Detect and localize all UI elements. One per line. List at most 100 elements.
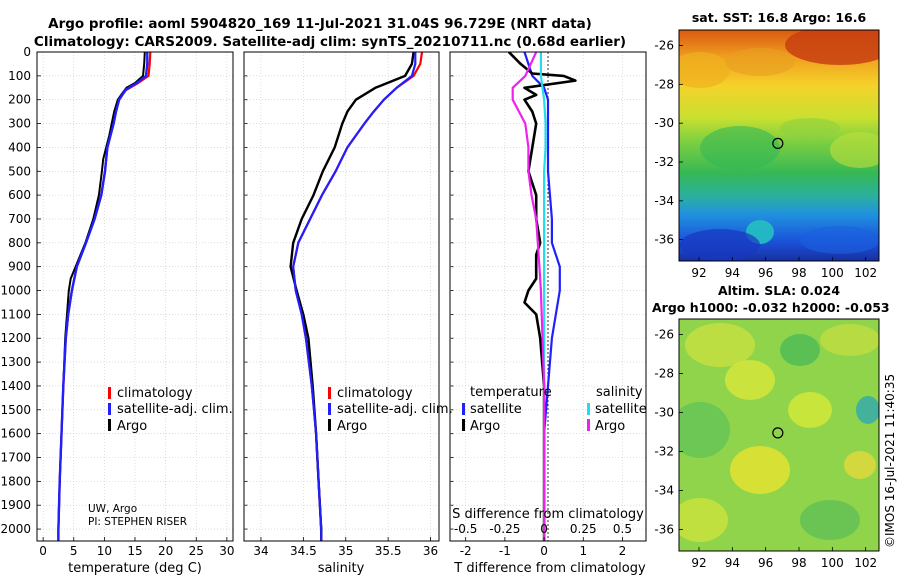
argo-location-marker: [772, 137, 784, 149]
map-x-tick-label: 98: [791, 556, 806, 570]
x-tick-label: -1: [499, 544, 511, 558]
s-diff-tick-label: -0.25: [489, 522, 520, 536]
salinity-xlabel: salinity: [318, 561, 365, 576]
series-line-climatology: [292, 52, 424, 541]
sla-map-ticks: 92 94 96 98 100 102 -26 -28 -30 -32 -34 -36: [654, 328, 877, 570]
x-tick-label: 20: [158, 544, 173, 558]
legend-label-argo: Argo: [337, 419, 367, 434]
map-x-tick-label: 100: [821, 556, 844, 570]
difference-lines: [507, 52, 577, 541]
series-line-temperature-satellite: [523, 52, 561, 541]
sst-field: [679, 30, 879, 261]
map-x-tick-label: 96: [758, 556, 773, 570]
difference-legend: temperature satellite Argo salinity sate…: [462, 385, 647, 434]
map-y-tick-label: -26: [654, 328, 674, 342]
x-tick-label: 15: [127, 544, 142, 558]
x-tick-label: 5: [70, 544, 78, 558]
series-line-satellite-adj-clim-: [57, 52, 149, 541]
sst-map-frame: [678, 29, 880, 262]
sst-map-title: sat. SST: 16.8 Argo: 16.6: [692, 10, 867, 25]
x-tick-label: 0: [39, 544, 47, 558]
map-y-tick-label: -32: [654, 445, 674, 459]
salinity-lines: [289, 52, 424, 541]
map-y-tick-label: -32: [654, 155, 674, 169]
depth-tick-label: 600: [8, 188, 31, 202]
salinity-legend: climatology satellite-adj. clim. Argo: [328, 386, 453, 434]
map-x-tick-label: 96: [758, 266, 773, 280]
x-tick-label: 0: [540, 544, 548, 558]
s-diff-tick-label: 0.5: [613, 522, 632, 536]
credit-line-2: PI: STEPHEN RISER: [88, 516, 187, 528]
depth-tick-label: 1400: [0, 379, 31, 393]
depth-tick-label: 900: [8, 260, 31, 274]
credit-line-1: UW, Argo: [88, 503, 137, 515]
series-line-satellite-adj-clim-: [292, 52, 417, 541]
depth-tick-label: 700: [8, 212, 31, 226]
depth-tick-label: 1900: [0, 498, 31, 512]
legend-s-satellite: satellite: [595, 402, 647, 417]
depth-tick-label: 1100: [0, 307, 31, 321]
legend-title-salinity: salinity: [596, 385, 643, 400]
temperature-xlabel: temperature (deg C): [68, 561, 202, 576]
map-x-tick-label: 98: [791, 266, 806, 280]
map-x-tick-label: 102: [854, 266, 877, 280]
map-x-tick-label: 92: [691, 556, 706, 570]
temperature-panel: 0100200300400500600700800900100011001200…: [0, 45, 454, 576]
s-diff-tick-label: -0.5: [454, 522, 477, 536]
argo-location-marker: [772, 427, 784, 439]
legend-t-argo: Argo: [470, 419, 500, 434]
s-diff-tick-label: 0: [540, 522, 548, 536]
depth-tick-label: 2000: [0, 522, 31, 536]
map-y-tick-label: -34: [654, 194, 674, 208]
depth-tick-label: 800: [8, 236, 31, 250]
depth-tick-label: 200: [8, 93, 31, 107]
s-diff-tick-label: 0.25: [570, 522, 597, 536]
depth-tick-label: 1200: [0, 331, 31, 345]
depth-tick-label: 1600: [0, 427, 31, 441]
x-tick-label: 1: [579, 544, 587, 558]
depth-tick-labels: 0 100 200 300 400 500 600 700 800 900 1000 1100 1200…: [0, 45, 454, 536]
x-tick-label: 36: [423, 544, 438, 558]
title-line-1: Argo profile: aoml 5904820_169 11-Jul-20…: [48, 16, 592, 32]
x-tick-label: -2: [460, 544, 472, 558]
map-y-tick-label: -28: [654, 77, 674, 91]
x-tick-label: 34.5: [290, 544, 317, 558]
map-x-tick-label: 100: [821, 266, 844, 280]
depth-tick-label: 100: [8, 69, 31, 83]
depth-tick-label: 400: [8, 140, 31, 154]
map-y-tick-label: -36: [654, 523, 674, 537]
map-y-tick-label: -26: [654, 39, 674, 53]
depth-tick-label: 0: [23, 45, 31, 59]
legend-label-satellite-clim: satellite-adj. clim.: [337, 402, 453, 417]
temperature-legend: climatology satellite-adj. clim. Argo: [108, 386, 233, 434]
legend-label-satellite-clim: satellite-adj. clim.: [117, 402, 233, 417]
x-tick-label: 34: [253, 544, 268, 558]
sla-field: [679, 319, 879, 551]
map-y-tick-label: -36: [654, 233, 674, 247]
map-y-tick-label: -34: [654, 484, 674, 498]
salinity-panel: 34 34.5 35 35.5 36 salinity climatology sate…: [243, 51, 453, 576]
depth-tick-label: 1700: [0, 451, 31, 465]
x-tick-label: 10: [97, 544, 112, 558]
depth-tick-label: 300: [8, 117, 31, 131]
imos-stamp: ©IMOS 16-Jul-2021 11:40:35: [883, 374, 897, 548]
legend-label-argo: Argo: [117, 419, 147, 434]
map-y-tick-label: -30: [654, 116, 674, 130]
difference-panel: -2 -1 0 1 2 -0.5 -0.25 0 0.25 0.5 S difference f…: [449, 51, 647, 576]
series-line-salinity-argo: [511, 52, 546, 541]
sla-map-title-1: Altim. SLA: 0.024: [718, 283, 840, 298]
x-tick-label: 25: [189, 544, 204, 558]
sst-map-ticks: 92 94 96 98 100 102 -26 -28 -30 -32 -34 -36: [654, 39, 877, 280]
t-diff-tick-labels: -2 -1 0 1 2: [460, 537, 627, 558]
sla-map: Altim. SLA: 0.024 Argo h1000: -0.032 h20…: [652, 283, 890, 570]
map-y-tick-label: -28: [654, 367, 674, 381]
legend-label-climatology: climatology: [337, 386, 413, 401]
title-line-2: Climatology: CARS2009. Satellite-adj cli…: [34, 34, 626, 50]
x-tick-label: 2: [619, 544, 627, 558]
t-diff-xlabel: T difference from climatology: [453, 561, 646, 576]
temperature-frame: [36, 51, 234, 542]
temperature-tick-labels: 0 5 10 15 20 25 30: [39, 537, 235, 558]
temperature-grid: [37, 51, 233, 541]
legend-s-argo: Argo: [595, 419, 625, 434]
